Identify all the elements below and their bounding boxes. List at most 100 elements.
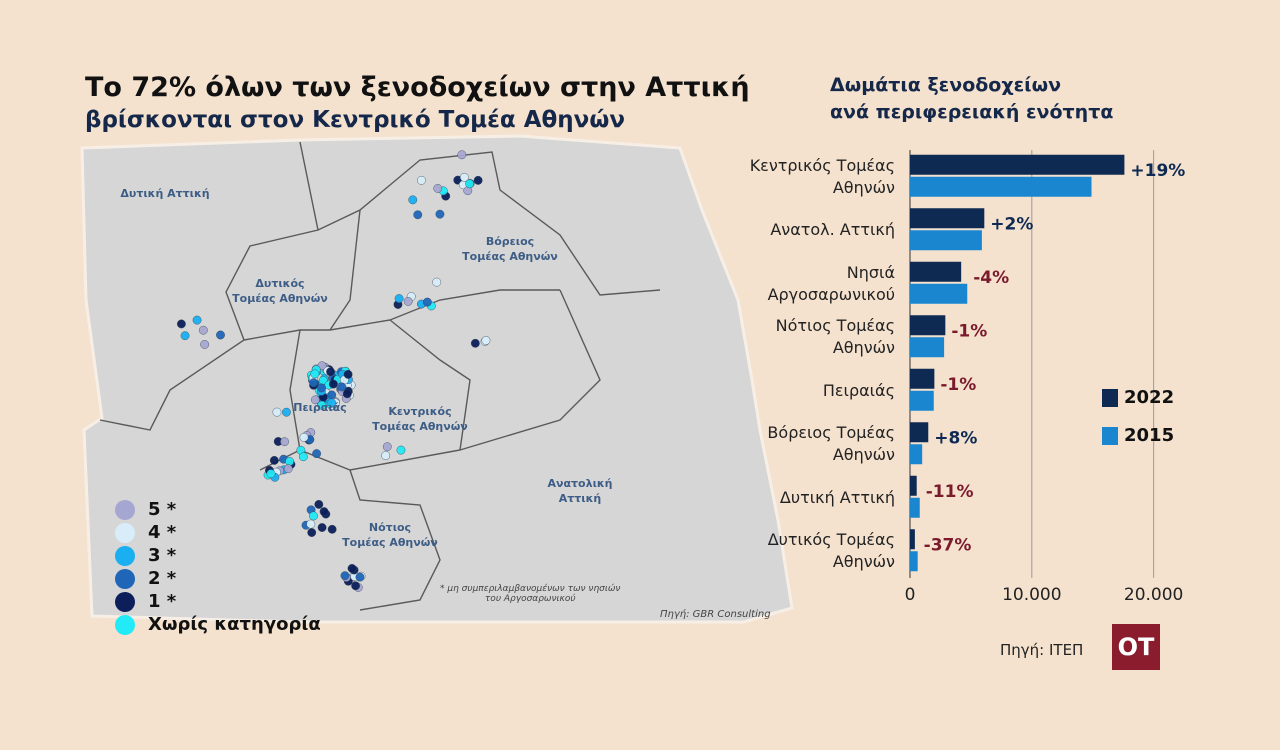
subtitle: βρίσκονται στον Κεντρικό Τομέα Αθηνών [85, 107, 625, 133]
hotel-dot [381, 451, 391, 460]
hotel-dot [355, 572, 365, 582]
source: Πηγή: ΙΤΕΠ [1000, 641, 1084, 659]
change-label: +2% [990, 214, 1033, 234]
map-background [80, 134, 794, 624]
map-region-label: Δυτικός Τομέας Αθηνών [232, 277, 328, 305]
hotel-dot [312, 449, 322, 459]
hotel-dot [285, 457, 295, 466]
change-label: -11% [926, 482, 974, 502]
bar [910, 154, 1125, 175]
map-region-label: Ανατολική Αττική [547, 477, 613, 505]
hotel-dot [177, 319, 186, 329]
hotel-dot [310, 369, 320, 379]
hotel-dot [309, 378, 319, 388]
hotel-dot [328, 379, 338, 389]
change-label: -1% [940, 375, 976, 395]
legend-label: Χωρίς κατηγορία [148, 614, 321, 635]
legend-label: 3 * [148, 545, 177, 566]
hotel-dot [470, 338, 480, 348]
bar [910, 390, 934, 411]
hotel-dot [413, 210, 423, 220]
x-tick-label: 0 [905, 585, 916, 605]
legend-label: 2015 [1124, 425, 1174, 446]
hotel-dot [347, 564, 357, 573]
bar [910, 208, 985, 229]
bar [910, 315, 946, 336]
y-tick-label: Νότιος Τομέας Αθηνών [775, 316, 895, 358]
hotel-dot [327, 524, 337, 534]
hotel-dot [382, 442, 392, 452]
hotel-dot [309, 511, 318, 521]
legend-label: 2 * [148, 568, 177, 589]
hotel-dot [342, 389, 352, 399]
hotel-dot [317, 400, 327, 410]
legend-swatch [115, 592, 135, 612]
x-tick-label: 20.000 [1124, 585, 1183, 605]
legend-label: 4 * [148, 522, 177, 543]
hotel-dot [327, 398, 337, 408]
map-region-label: Νότιος Τομέας Αθηνών [342, 521, 438, 549]
change-label: -4% [973, 268, 1009, 288]
hotel-dot [343, 369, 353, 379]
map-note: * μη συμπεριλαμβανομένων των νησιών του … [440, 584, 621, 604]
chart-title: Δωμάτια ξενοδοχείων ανά περιφερειακή ενό… [830, 74, 1114, 123]
hotel-dot [435, 209, 445, 219]
y-tick-label: Κεντρικός Τομέας Αθηνών [749, 155, 895, 197]
hotel-dot [306, 519, 316, 529]
bar [910, 497, 920, 518]
legend-swatch [1102, 389, 1118, 407]
hotel-dot [432, 277, 442, 287]
hotel-dot [200, 340, 210, 349]
hotel-dot [298, 452, 308, 462]
hotel-dot [465, 179, 475, 189]
hotel-dot [283, 464, 293, 474]
legend-swatch [115, 523, 135, 543]
bar [910, 529, 915, 550]
hotel-dot [457, 150, 467, 160]
legend-swatch [115, 569, 135, 589]
hotel-dot [272, 407, 282, 417]
hotel-dot [417, 175, 426, 185]
map-region-label: Πειραιάς [293, 401, 347, 414]
hotel-dot [433, 184, 443, 193]
hotel-dot [473, 175, 483, 185]
hotel-dot [307, 528, 317, 537]
hotel-dot [396, 445, 406, 455]
legend-swatch [115, 615, 135, 635]
hotel-dot [340, 571, 350, 581]
change-label: -37% [924, 535, 972, 555]
hotel-dot [266, 469, 276, 479]
change-label: +8% [934, 428, 977, 448]
bar [910, 422, 929, 443]
y-tick-label: Πειραιάς [822, 380, 895, 400]
y-tick-label: Νησιά Αργοσαρωνικού [767, 262, 895, 304]
bar [910, 551, 918, 572]
bar [910, 283, 968, 304]
map-borders [99, 141, 661, 611]
legend-swatch [1102, 427, 1118, 445]
hotel-dot [337, 382, 347, 392]
legend-swatch [115, 546, 135, 566]
hotel-dot [314, 500, 324, 509]
title: Το 72% όλων των ξενοδοχείων στην Αττική [85, 72, 750, 103]
change-label: +19% [1130, 161, 1185, 181]
hotel-dot [422, 297, 432, 307]
y-tick-label: Ανατολ. Αττική [770, 220, 895, 240]
hotel-dot [310, 395, 320, 405]
change-label: -1% [951, 321, 987, 341]
y-tick-label: Δυτικός Τομέας Αθηνών [767, 530, 895, 572]
hotel-dot [481, 336, 491, 345]
hotel-dot [403, 297, 413, 306]
hotel-dot [394, 294, 404, 303]
bar [910, 368, 935, 389]
hotel-dot [192, 315, 202, 325]
hotel-dot [459, 172, 469, 182]
hotel-dot [180, 331, 190, 341]
hotel-dot [198, 325, 208, 335]
hotel-dot [351, 581, 360, 591]
map-region-label: Βόρειος Τομέας Αθηνών [462, 235, 558, 263]
hotel-dot [326, 367, 335, 377]
bar [910, 261, 962, 282]
